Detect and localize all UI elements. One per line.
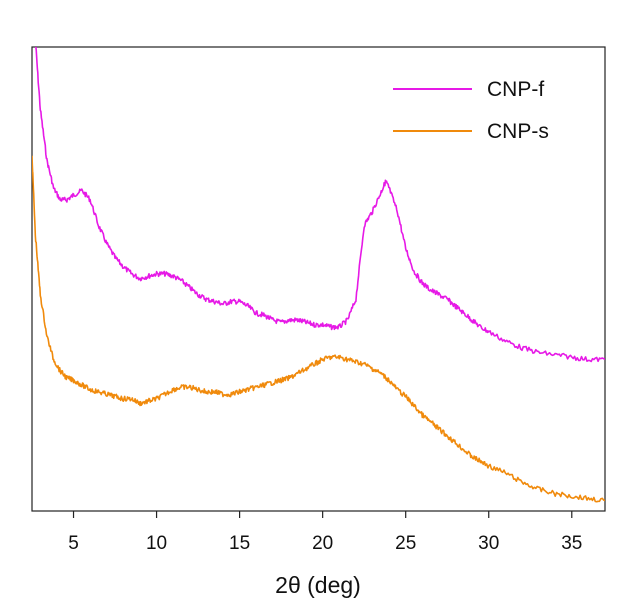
series-layer <box>32 47 605 503</box>
x-tick-label: 10 <box>146 533 167 554</box>
legend-label: CNP-s <box>487 120 549 143</box>
x-tick-label: 5 <box>68 533 79 554</box>
x-tick-label: 20 <box>312 533 333 554</box>
x-tick-label: 15 <box>229 533 250 554</box>
x-tick-label: 35 <box>561 533 582 554</box>
x-axis-ticks: 5 10 15 20 25 30 35 <box>68 511 582 554</box>
legend: CNP-f CNP-s <box>393 78 549 143</box>
x-axis-title: 2θ (deg) <box>275 572 361 598</box>
plot-frame <box>31 46 606 512</box>
series-line-cnp-s <box>32 155 605 503</box>
x-tick-label: 30 <box>478 533 499 554</box>
series-line-cnp-f <box>35 47 605 363</box>
x-tick-label: 25 <box>395 533 416 554</box>
legend-label: CNP-f <box>487 78 544 101</box>
